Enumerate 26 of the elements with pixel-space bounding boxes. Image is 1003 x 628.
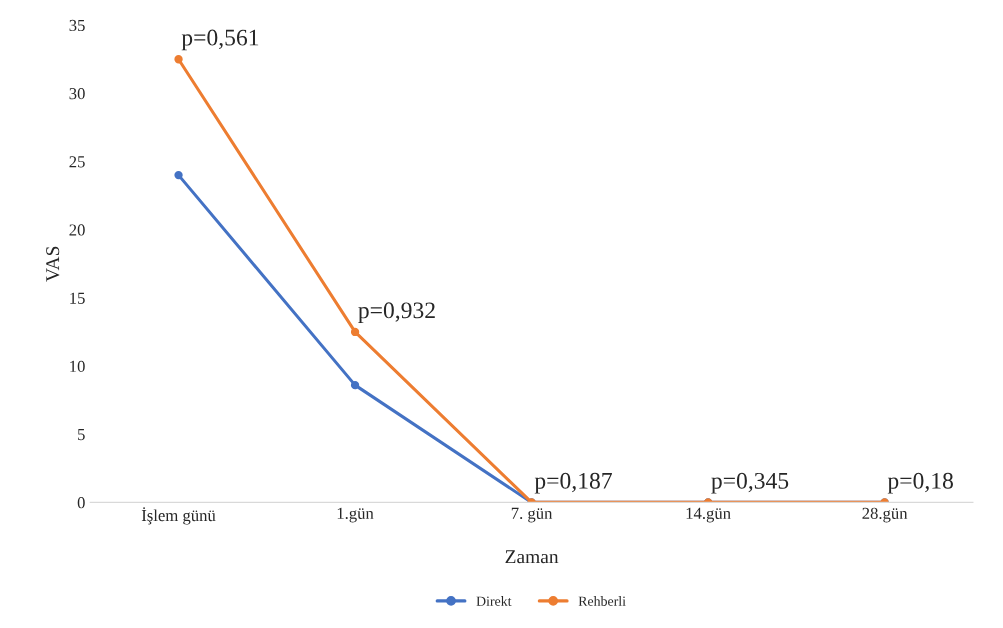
y-tick-label: 25 [69,156,85,168]
y-tick-label: 15 [70,292,85,304]
x-tick-label: 28.gün [862,507,908,523]
point [350,380,360,390]
point [174,55,183,64]
y-tick-label: 35 [69,19,85,32]
annotation: p=0,187 [534,472,612,494]
x-tick-label: 1.gün [337,507,374,523]
point [350,327,360,337]
x-tick-label: İşlem günü [141,507,216,525]
y-tick-label: 0 [77,497,85,509]
x-tick-label: 14.gün [686,507,731,523]
x-tick-label: 7. gün [511,507,553,523]
y-tick-label: 5 [78,429,85,441]
annotation: p=0,561 [181,29,259,51]
legend-label: Rehberli [578,596,626,606]
annotation: p=0,932 [358,302,435,324]
point [174,170,183,180]
y-tick-label: 20 [69,224,85,236]
x-axis-title: Zaman [505,550,559,564]
annotation: p=0,18 [887,472,953,494]
y-axis-title: VAS [46,246,60,282]
y-tick-label: 30 [69,88,85,100]
legend-label: Direkt [476,596,512,606]
y-tick-label: 10 [70,360,85,372]
annotation: p=0,345 [711,472,789,494]
